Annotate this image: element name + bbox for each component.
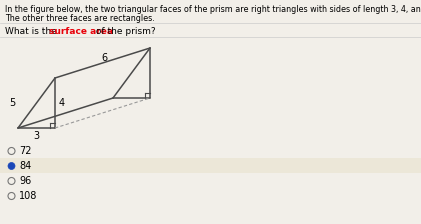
Text: In the figure below, the two triangular faces of the prism are right triangles w: In the figure below, the two triangular … [5,5,421,14]
Circle shape [8,147,15,155]
Text: surface area: surface area [49,27,113,36]
Text: 96: 96 [19,176,31,186]
Circle shape [8,192,15,200]
Text: 6: 6 [101,53,107,63]
Bar [0,159,421,174]
Text: 3: 3 [33,131,40,141]
Text: 4: 4 [59,98,65,108]
Circle shape [8,162,15,170]
Text: 84: 84 [19,161,31,171]
Text: What is the: What is the [5,27,60,36]
Text: 108: 108 [19,191,37,201]
Text: of the prism?: of the prism? [93,27,156,36]
Text: The other three faces are rectangles.: The other three faces are rectangles. [5,14,155,23]
Circle shape [8,177,15,185]
Text: 5: 5 [9,98,15,108]
Text: 72: 72 [19,146,32,156]
